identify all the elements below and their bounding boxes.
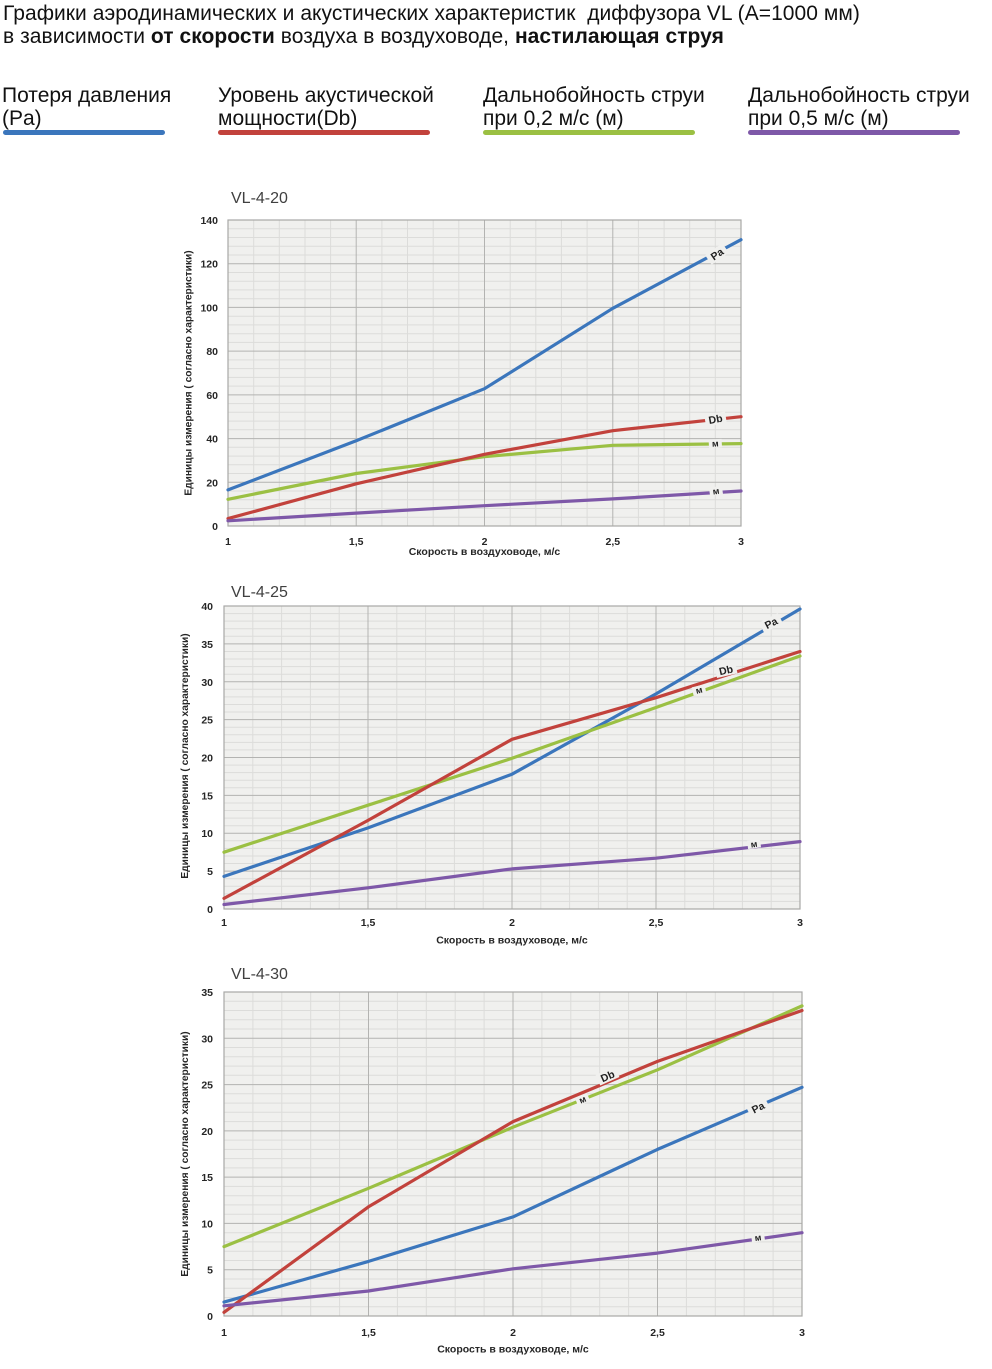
svg-text:VL-4-30: VL-4-30 (231, 966, 288, 983)
svg-text:Db: Db (718, 663, 734, 678)
svg-text:2,5: 2,5 (605, 536, 620, 548)
svg-text:25: 25 (201, 1080, 213, 1092)
svg-text:5: 5 (207, 1265, 213, 1277)
svg-text:2,5: 2,5 (649, 917, 664, 929)
svg-text:20: 20 (201, 753, 213, 765)
svg-text:15: 15 (201, 1172, 213, 1184)
svg-text:0: 0 (212, 521, 218, 533)
svg-text:м: м (695, 684, 704, 695)
svg-text:1,5: 1,5 (361, 1327, 376, 1339)
svg-text:20: 20 (206, 477, 218, 489)
svg-text:10: 10 (201, 828, 213, 840)
svg-text:2: 2 (509, 917, 515, 929)
svg-text:25: 25 (201, 715, 213, 727)
svg-text:30: 30 (201, 1033, 213, 1045)
svg-text:Скорость в воздуховоде, м/с: Скорость в воздуховоде, м/с (409, 546, 561, 558)
svg-text:м: м (712, 438, 720, 448)
svg-text:1: 1 (221, 917, 227, 929)
svg-text:3: 3 (738, 536, 744, 548)
svg-text:1,5: 1,5 (361, 917, 376, 929)
svg-text:10: 10 (201, 1218, 213, 1230)
svg-text:100: 100 (200, 302, 218, 314)
svg-text:1,5: 1,5 (349, 536, 364, 548)
svg-text:0: 0 (207, 904, 213, 916)
svg-text:120: 120 (200, 259, 218, 271)
svg-text:Скорость в воздуховоде, м/с: Скорость в воздуховоде, м/с (437, 1344, 589, 1356)
svg-text:35: 35 (201, 987, 213, 999)
svg-text:VL-4-20: VL-4-20 (231, 190, 288, 207)
svg-text:м: м (712, 486, 720, 497)
svg-text:40: 40 (201, 601, 213, 613)
svg-text:Единицы измерения ( согласно х: Единицы измерения ( согласно характерист… (180, 633, 191, 878)
svg-text:м: м (578, 1094, 588, 1106)
svg-text:20: 20 (201, 1126, 213, 1138)
svg-text:2: 2 (510, 1327, 516, 1339)
svg-text:Скорость в воздуховоде, м/с: Скорость в воздуховоде, м/с (436, 935, 588, 947)
svg-text:Db: Db (708, 413, 724, 427)
svg-text:1: 1 (221, 1327, 227, 1339)
svg-text:3: 3 (797, 917, 803, 929)
svg-text:5: 5 (207, 866, 213, 878)
svg-text:1: 1 (225, 536, 231, 548)
svg-text:VL-4-25: VL-4-25 (231, 584, 288, 601)
svg-text:м: м (754, 1232, 762, 1243)
svg-text:40: 40 (206, 434, 218, 446)
svg-text:60: 60 (206, 390, 218, 402)
svg-text:Единицы измерения ( согласно х: Единицы измерения ( согласно характерист… (184, 250, 195, 495)
svg-text:140: 140 (200, 215, 218, 227)
svg-text:2,5: 2,5 (650, 1327, 665, 1339)
svg-text:0: 0 (207, 1311, 213, 1323)
svg-text:15: 15 (201, 790, 213, 802)
svg-text:80: 80 (206, 346, 218, 358)
svg-text:Db: Db (599, 1068, 617, 1085)
svg-text:Pa: Pa (750, 1100, 767, 1117)
svg-text:Единицы измерения ( согласно х: Единицы измерения ( согласно характерист… (180, 1031, 191, 1276)
svg-text:30: 30 (201, 677, 213, 689)
svg-text:35: 35 (201, 639, 213, 651)
svg-text:3: 3 (799, 1327, 805, 1339)
svg-text:м: м (750, 839, 758, 850)
svg-text:2: 2 (482, 536, 488, 548)
svg-text:Pa: Pa (763, 615, 780, 632)
